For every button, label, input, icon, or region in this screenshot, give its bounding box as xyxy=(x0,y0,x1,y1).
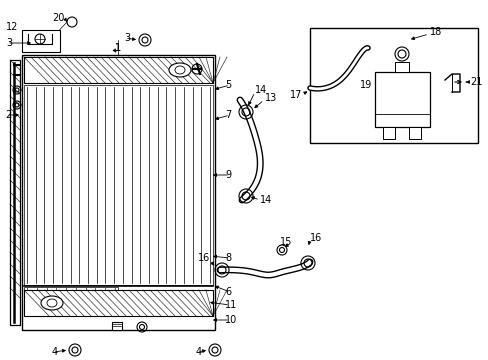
Text: 4: 4 xyxy=(52,347,58,357)
Bar xyxy=(22,55,215,330)
Text: 14: 14 xyxy=(260,195,272,205)
Text: 13: 13 xyxy=(264,93,277,103)
Text: 2: 2 xyxy=(6,110,12,120)
Text: 1: 1 xyxy=(115,43,121,53)
Text: 3: 3 xyxy=(6,38,12,48)
Text: 1: 1 xyxy=(115,43,121,53)
Ellipse shape xyxy=(47,299,57,307)
Text: 5: 5 xyxy=(224,80,231,90)
Text: 14: 14 xyxy=(254,85,267,95)
Bar xyxy=(24,85,213,285)
Circle shape xyxy=(35,34,45,44)
Text: 7: 7 xyxy=(224,110,231,120)
Text: 18: 18 xyxy=(429,27,441,37)
Bar xyxy=(374,72,429,127)
Text: 8: 8 xyxy=(224,253,231,263)
Bar xyxy=(112,322,122,330)
Bar xyxy=(24,57,213,83)
Bar xyxy=(382,127,394,139)
Bar xyxy=(309,28,477,143)
Text: 15: 15 xyxy=(279,237,291,247)
Text: 4: 4 xyxy=(196,347,202,357)
Text: 11: 11 xyxy=(224,300,237,310)
Text: 3: 3 xyxy=(123,33,130,43)
Ellipse shape xyxy=(175,66,184,74)
Text: 12: 12 xyxy=(6,22,18,32)
Text: 6: 6 xyxy=(224,287,231,297)
Text: 9: 9 xyxy=(224,170,231,180)
Bar xyxy=(394,62,408,72)
Bar xyxy=(10,60,20,325)
Bar xyxy=(408,127,420,139)
Text: 16: 16 xyxy=(309,233,322,243)
Text: 19: 19 xyxy=(359,80,371,90)
Text: 20: 20 xyxy=(53,13,65,23)
Bar xyxy=(22,30,60,52)
Text: 16: 16 xyxy=(197,253,209,263)
Ellipse shape xyxy=(41,296,63,310)
Bar xyxy=(24,287,118,290)
Text: 21: 21 xyxy=(469,77,481,87)
Bar xyxy=(24,290,213,316)
Ellipse shape xyxy=(169,63,191,77)
Text: 17: 17 xyxy=(289,90,302,100)
Text: 10: 10 xyxy=(224,315,237,325)
